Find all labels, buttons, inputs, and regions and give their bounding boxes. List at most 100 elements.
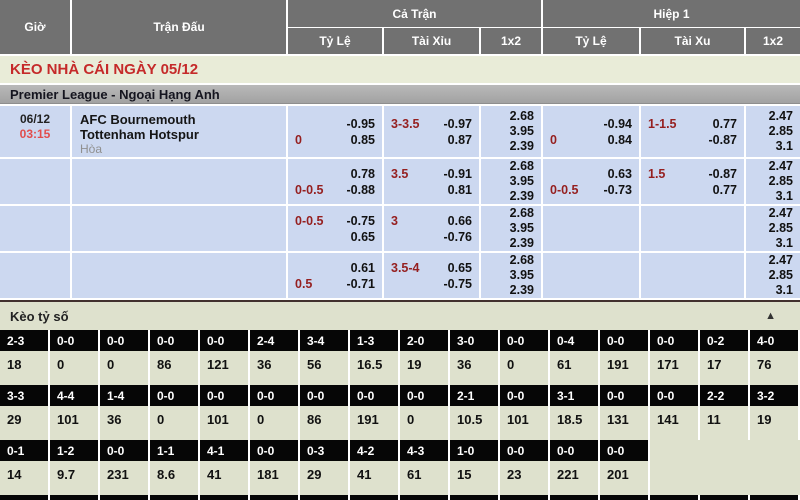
odds-value[interactable]: 0.77 xyxy=(712,116,737,131)
score-cell[interactable]: 0-0 xyxy=(500,440,550,461)
score-cell[interactable]: 3-4 xyxy=(300,330,350,351)
h1-1x2-odds[interactable]: 2.47 2.85 3.1 xyxy=(746,206,800,251)
score-cell[interactable]: 0-0 xyxy=(50,330,100,351)
score-odds-cell[interactable]: 16.5 xyxy=(350,351,400,385)
score-odds-cell[interactable]: 18 xyxy=(0,351,50,385)
score-odds-cell[interactable]: 29 xyxy=(300,461,350,495)
ft-handicap-odds[interactable]: -0.95 0 0.85 xyxy=(288,106,382,157)
score-cell[interactable]: 0-0 xyxy=(650,385,700,406)
ft-overunder-odds[interactable]: 3-3.5 -0.97 0.87 xyxy=(384,106,479,157)
score-cell[interactable]: 0-0 xyxy=(600,440,650,461)
odds-home-win[interactable]: 2.68 xyxy=(509,109,534,123)
score-cell[interactable]: 0-0 xyxy=(500,330,550,351)
score-odds-cell[interactable]: 121 xyxy=(200,351,250,385)
score-odds-cell[interactable]: 221 xyxy=(550,461,600,495)
score-odds-cell[interactable]: 36 xyxy=(250,351,300,385)
score-odds-cell[interactable]: 11 xyxy=(700,406,750,440)
score-cell[interactable]: 4-3 xyxy=(400,440,450,461)
ft-overunder-odds[interactable]: 3 0.66 -0.76 xyxy=(384,206,479,251)
odds-value[interactable]: 0.65 xyxy=(350,229,375,244)
odds-away-win[interactable]: 2.39 xyxy=(509,189,534,203)
score-cell[interactable]: 0-3 xyxy=(300,440,350,461)
score-odds-cell[interactable]: 61 xyxy=(550,351,600,385)
odds-home-win[interactable]: 2.47 xyxy=(768,253,793,267)
score-cell[interactable]: 1-4 xyxy=(100,385,150,406)
odds-draw[interactable]: 2.85 xyxy=(768,174,793,188)
odds-value[interactable]: 0.81 xyxy=(447,182,472,197)
odds-value[interactable]: 0.61 xyxy=(350,260,375,275)
score-odds-cell[interactable]: 0 xyxy=(500,351,550,385)
odds-draw[interactable]: 3.95 xyxy=(509,268,534,282)
score-odds-cell[interactable]: 10.5 xyxy=(450,406,500,440)
odds-home-win[interactable]: 2.68 xyxy=(509,206,534,220)
odds-value[interactable]: -0.75 xyxy=(443,276,473,291)
odds-away-win[interactable]: 3.1 xyxy=(775,139,793,153)
score-cell[interactable]: 0-0 xyxy=(250,440,300,461)
score-odds-cell[interactable]: 18.5 xyxy=(550,406,600,440)
score-cell[interactable]: 2-0 xyxy=(400,330,450,351)
score-odds-cell[interactable]: 101 xyxy=(50,406,100,440)
h1-overunder-odds[interactable] xyxy=(641,206,744,251)
odds-away-win[interactable]: 2.39 xyxy=(509,283,534,297)
score-cell[interactable]: 0-0 xyxy=(300,385,350,406)
score-cell[interactable]: 1-2 xyxy=(50,440,100,461)
score-odds-cell[interactable]: 231 xyxy=(100,461,150,495)
odds-value[interactable]: -0.94 xyxy=(603,116,633,131)
odds-away-win[interactable]: 3.1 xyxy=(775,236,793,250)
ft-1x2-odds[interactable]: 2.68 3.95 2.39 xyxy=(481,253,541,298)
ft-1x2-odds[interactable]: 2.68 3.95 2.39 xyxy=(481,159,541,204)
odds-value[interactable]: 0.87 xyxy=(447,132,472,147)
score-cell[interactable]: 0-0 xyxy=(150,330,200,351)
score-odds-cell[interactable]: 15 xyxy=(450,461,500,495)
score-cell[interactable]: 0-0 xyxy=(100,440,150,461)
odds-away-win[interactable]: 2.39 xyxy=(509,139,534,153)
score-odds-cell[interactable]: 76 xyxy=(750,351,800,385)
score-odds-cell[interactable]: 36 xyxy=(100,406,150,440)
odds-draw[interactable]: 2.85 xyxy=(768,268,793,282)
score-odds-cell[interactable]: 141 xyxy=(650,406,700,440)
score-cell[interactable]: 4-2 xyxy=(350,440,400,461)
score-cell[interactable]: 0-0 xyxy=(250,385,300,406)
odds-value[interactable]: -0.87 xyxy=(708,166,738,181)
score-cell[interactable]: 2-4 xyxy=(250,330,300,351)
score-cell[interactable]: 2-3 xyxy=(0,330,50,351)
score-cell[interactable]: 0-0 xyxy=(600,385,650,406)
odds-draw[interactable]: 2.85 xyxy=(768,124,793,138)
score-odds-cell[interactable]: 0 xyxy=(400,406,450,440)
score-cell[interactable]: 4-0 xyxy=(750,330,800,351)
score-cell[interactable]: 0-0 xyxy=(650,330,700,351)
odds-value[interactable]: 0.77 xyxy=(712,182,737,197)
odds-value[interactable]: -0.73 xyxy=(603,182,633,197)
odds-home-win[interactable]: 2.47 xyxy=(768,159,793,173)
score-cell[interactable]: 0-0 xyxy=(350,385,400,406)
score-odds-cell[interactable]: 171 xyxy=(650,351,700,385)
score-odds-cell[interactable]: 19 xyxy=(750,406,800,440)
score-odds-cell[interactable]: 23 xyxy=(500,461,550,495)
score-cell[interactable]: 3-1 xyxy=(550,385,600,406)
ft-overunder-odds[interactable]: 3.5-4 0.65 -0.75 xyxy=(384,253,479,298)
score-odds-cell[interactable]: 101 xyxy=(500,406,550,440)
h1-handicap-odds[interactable]: 0.63 0-0.5 -0.73 xyxy=(543,159,639,204)
odds-away-win[interactable]: 3.1 xyxy=(775,189,793,203)
score-odds-cell[interactable]: 41 xyxy=(200,461,250,495)
score-cell[interactable]: 0-0 xyxy=(400,385,450,406)
odds-draw[interactable]: 3.95 xyxy=(509,124,534,138)
score-cell[interactable]: 1-0 xyxy=(450,440,500,461)
score-odds-cell[interactable]: 0 xyxy=(250,406,300,440)
odds-value[interactable]: -0.76 xyxy=(443,229,473,244)
score-odds-cell[interactable]: 191 xyxy=(350,406,400,440)
score-odds-cell[interactable]: 131 xyxy=(600,406,650,440)
h1-handicap-odds[interactable] xyxy=(543,206,639,251)
odds-value[interactable]: -0.97 xyxy=(443,116,473,131)
score-odds-cell[interactable]: 101 xyxy=(200,406,250,440)
odds-value[interactable]: 0.65 xyxy=(447,260,472,275)
score-odds-cell[interactable]: 56 xyxy=(300,351,350,385)
score-odds-cell[interactable]: 0 xyxy=(50,351,100,385)
ft-1x2-odds[interactable]: 2.68 3.95 2.39 xyxy=(481,106,541,157)
score-odds-cell[interactable]: 9.7 xyxy=(50,461,100,495)
h1-handicap-odds[interactable]: -0.94 0 0.84 xyxy=(543,106,639,157)
score-odds-cell[interactable]: 8.6 xyxy=(150,461,200,495)
odds-value[interactable]: -0.75 xyxy=(346,213,376,228)
h1-1x2-odds[interactable]: 2.47 2.85 3.1 xyxy=(746,159,800,204)
score-odds-cell[interactable]: 0 xyxy=(150,406,200,440)
